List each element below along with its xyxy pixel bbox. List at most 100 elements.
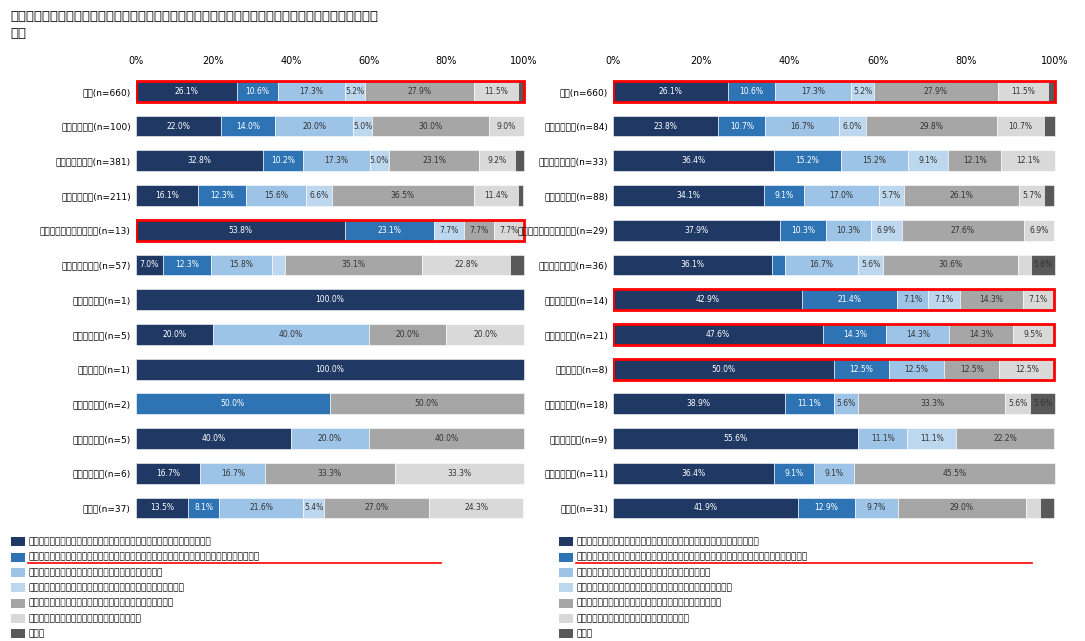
Bar (369, 324, 446, 345)
Bar (841, 151, 908, 171)
Text: 27.9%: 27.9% (408, 87, 432, 96)
Bar (613, 254, 773, 276)
Bar (1023, 289, 1054, 310)
Bar (1045, 115, 1055, 137)
Bar (489, 115, 524, 137)
Text: 9.7%: 9.7% (867, 503, 886, 513)
Bar (136, 324, 214, 345)
Bar (803, 289, 897, 310)
Bar (907, 428, 957, 449)
Text: 17.3%: 17.3% (324, 156, 348, 165)
Bar (908, 151, 948, 171)
Bar (858, 394, 1006, 414)
Text: 5.0%: 5.0% (370, 156, 390, 165)
Bar (797, 497, 855, 519)
Text: 100.0%: 100.0% (316, 295, 344, 304)
Text: 6.9%: 6.9% (877, 226, 896, 235)
Text: 15.6%: 15.6% (264, 191, 289, 200)
Text: 10.3%: 10.3% (837, 226, 860, 235)
Text: 12.3%: 12.3% (175, 260, 199, 269)
Bar (136, 151, 263, 171)
Bar (949, 324, 1012, 345)
Text: 10.7%: 10.7% (730, 122, 754, 131)
Bar (199, 185, 246, 206)
Text: 10.6%: 10.6% (245, 87, 269, 96)
Text: 10.7%: 10.7% (1009, 122, 1033, 131)
Bar (332, 185, 474, 206)
Bar (773, 254, 784, 276)
Text: 16.7%: 16.7% (221, 469, 245, 478)
Bar (366, 81, 474, 102)
Text: 14.0%: 14.0% (237, 122, 260, 131)
Text: 20.0%: 20.0% (303, 122, 327, 131)
Text: 40.0%: 40.0% (279, 330, 303, 339)
Bar (390, 151, 478, 171)
Text: 40.0%: 40.0% (201, 434, 226, 443)
Bar (613, 115, 718, 137)
Text: 15.8%: 15.8% (229, 260, 253, 269)
Bar (613, 81, 728, 102)
Bar (201, 463, 266, 484)
Text: 10.3%: 10.3% (791, 226, 815, 235)
Text: 12.5%: 12.5% (905, 365, 929, 374)
Text: 21.4%: 21.4% (838, 295, 861, 304)
Text: 33.3%: 33.3% (920, 399, 944, 408)
Text: 6.9%: 6.9% (1030, 226, 1048, 235)
Text: 55.6%: 55.6% (724, 434, 748, 443)
Bar (1012, 324, 1055, 345)
Text: 36.5%: 36.5% (391, 191, 414, 200)
Bar (1031, 254, 1056, 276)
Bar (136, 115, 221, 137)
Bar (858, 254, 883, 276)
Text: 10.2%: 10.2% (271, 156, 295, 165)
Text: 5.4%: 5.4% (304, 503, 323, 513)
Text: 37.9%: 37.9% (685, 226, 709, 235)
Text: 7.7%: 7.7% (470, 226, 488, 235)
Bar (210, 254, 272, 276)
Text: 14.3%: 14.3% (979, 295, 1004, 304)
Text: 33.3%: 33.3% (447, 469, 471, 478)
Text: 取り組んでおらず、今後検討する予定はない。: 取り組んでおらず、今後検討する予定はない。 (28, 614, 141, 623)
Bar (613, 324, 824, 345)
Text: 当）: 当） (11, 27, 27, 40)
Bar (780, 220, 826, 240)
Text: その他: その他 (576, 629, 592, 638)
Bar (855, 497, 897, 519)
Bar (478, 151, 514, 171)
Bar (237, 81, 278, 102)
Text: 取り組んでいないが、今後取り組むか検討する予定である。: 取り組んでいないが、今後取り組むか検討する予定である。 (576, 599, 722, 608)
Text: 5.0%: 5.0% (353, 122, 372, 131)
Text: 53.8%: 53.8% (228, 226, 252, 235)
Bar (136, 428, 291, 449)
Text: 36.1%: 36.1% (680, 260, 704, 269)
Bar (613, 428, 858, 449)
Text: 12.1%: 12.1% (1017, 156, 1041, 165)
Bar (728, 81, 775, 102)
Text: 41.9%: 41.9% (693, 503, 717, 513)
Text: 38.9%: 38.9% (687, 399, 711, 408)
Text: 11.1%: 11.1% (797, 399, 821, 408)
Bar (446, 324, 524, 345)
Bar (285, 254, 422, 276)
Bar (928, 289, 959, 310)
Text: 11.1%: 11.1% (920, 434, 944, 443)
Bar (464, 220, 494, 240)
Bar (948, 151, 1001, 171)
Bar (278, 81, 345, 102)
Text: 11.4%: 11.4% (484, 191, 508, 200)
Bar (824, 324, 886, 345)
Bar (613, 359, 833, 379)
Text: 14.3%: 14.3% (906, 330, 930, 339)
Bar (291, 428, 369, 449)
Text: 26.1%: 26.1% (949, 191, 973, 200)
Text: 9.0%: 9.0% (497, 122, 516, 131)
Text: 7.1%: 7.1% (934, 295, 954, 304)
Text: 21.6%: 21.6% (250, 503, 273, 513)
Text: 7.7%: 7.7% (439, 226, 459, 235)
Text: 5.6%: 5.6% (1008, 399, 1027, 408)
Text: 16.1%: 16.1% (155, 191, 179, 200)
Text: 14.3%: 14.3% (969, 330, 993, 339)
Bar (136, 185, 199, 206)
Bar (304, 497, 324, 519)
Bar (613, 220, 780, 240)
